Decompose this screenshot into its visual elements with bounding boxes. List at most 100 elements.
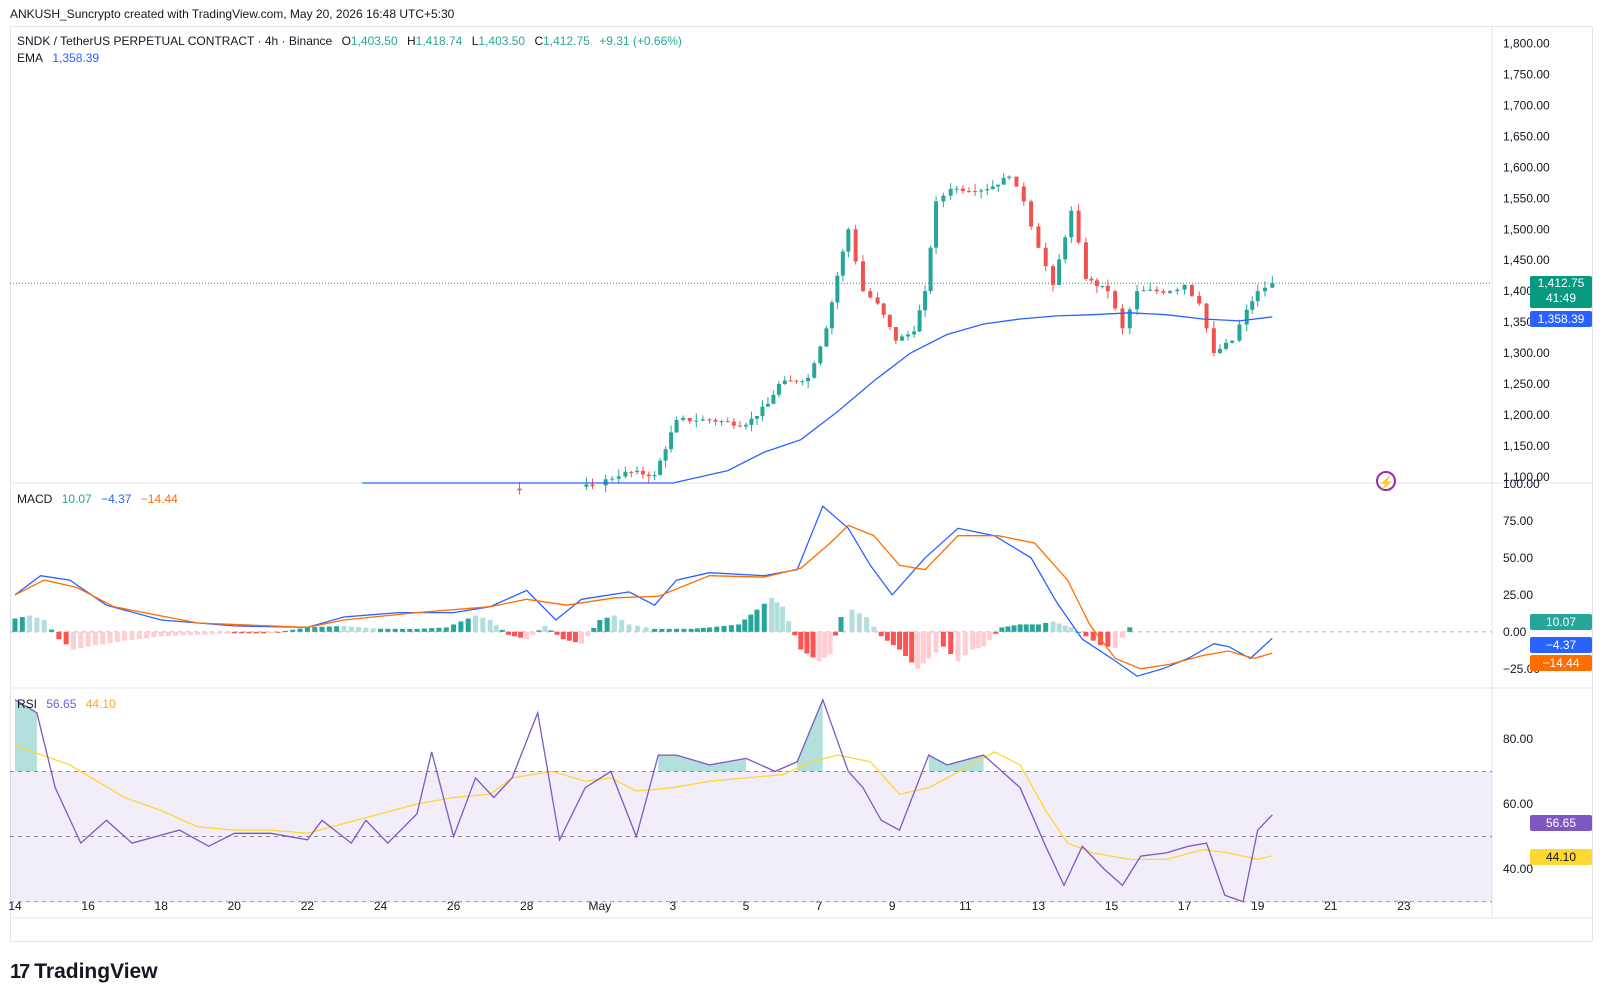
candle-body bbox=[737, 425, 742, 427]
candle-body bbox=[782, 380, 787, 384]
candle-body bbox=[1189, 284, 1194, 296]
candle-body bbox=[1021, 186, 1026, 202]
macd-histogram-bar bbox=[728, 625, 734, 632]
macd-histogram-bar bbox=[41, 620, 47, 632]
macd-histogram-bar bbox=[1068, 627, 1074, 632]
ema-value: 1,358.39 bbox=[52, 51, 100, 65]
macd-histogram-bar bbox=[480, 617, 486, 632]
macd-histogram-bar bbox=[940, 631, 946, 647]
macd-histogram-bar bbox=[1062, 625, 1068, 632]
symbol-title[interactable]: SNDK / TetherUS PERPETUAL CONTRACT · 4h … bbox=[17, 34, 333, 48]
macd-histogram-bar bbox=[742, 619, 748, 632]
macd-histogram-bar bbox=[239, 631, 245, 634]
macd-histogram-bar bbox=[100, 631, 106, 645]
macd-histogram-bar bbox=[326, 626, 332, 632]
macd-histogram-bar bbox=[1050, 621, 1056, 632]
high-value: 1,418.74 bbox=[415, 34, 463, 48]
macd-histogram-bar bbox=[804, 631, 810, 654]
candle-body bbox=[996, 184, 1001, 187]
candle-body bbox=[1069, 210, 1074, 238]
price-axis-tick-label: 1,550.00 bbox=[1503, 191, 1550, 205]
macd-histogram-bar bbox=[635, 625, 641, 632]
candle-body bbox=[840, 251, 845, 276]
candle-body bbox=[1270, 283, 1275, 288]
macd-value: −4.37 bbox=[101, 492, 132, 506]
rsi-tag: 56.65 bbox=[1530, 815, 1592, 831]
candle-body bbox=[1230, 340, 1235, 343]
macd-histogram-bar bbox=[63, 631, 69, 645]
macd-histogram-bar bbox=[611, 615, 617, 632]
rsi-legend[interactable]: RSI 56.65 44.10 bbox=[17, 697, 122, 711]
macd-histogram-bar bbox=[173, 631, 179, 636]
candle-body bbox=[928, 247, 933, 292]
macd-histogram-bar bbox=[987, 631, 993, 641]
candle-body bbox=[973, 191, 978, 193]
ema-legend[interactable]: EMA 1,358.39 bbox=[17, 51, 105, 65]
macd-hist-tag: 10.07 bbox=[1530, 614, 1592, 630]
brand-name: TradingView bbox=[34, 960, 158, 983]
time-axis-tick-label: 22 bbox=[301, 899, 315, 913]
macd-histogram-bar bbox=[1083, 631, 1089, 637]
macd-histogram-bar bbox=[92, 631, 98, 646]
candle-body bbox=[1094, 280, 1099, 287]
macd-histogram-bar bbox=[903, 631, 909, 656]
macd-histogram-bar bbox=[975, 631, 981, 649]
macd-histogram-bar bbox=[643, 627, 649, 632]
rsi-value: 56.65 bbox=[46, 697, 77, 711]
candle-body bbox=[893, 327, 898, 341]
macd-histogram-bar bbox=[706, 627, 712, 632]
candle-body bbox=[941, 195, 946, 202]
candle-body bbox=[1154, 289, 1159, 292]
candle-body bbox=[1255, 291, 1260, 302]
low-label: L bbox=[471, 34, 479, 48]
candle-body bbox=[694, 420, 699, 422]
candle-body bbox=[603, 479, 608, 486]
macd-histogram-bar bbox=[499, 629, 505, 632]
candle-body bbox=[1057, 259, 1062, 285]
macd-histogram-bar bbox=[290, 629, 296, 632]
candle-body bbox=[1182, 284, 1187, 290]
candle-body bbox=[846, 229, 851, 252]
candle-body bbox=[765, 403, 770, 407]
macd-histogram-bar bbox=[136, 631, 142, 639]
macd-histogram-bar bbox=[78, 631, 84, 649]
tradingview-logo[interactable]: 17 TradingView bbox=[10, 960, 158, 984]
macd-signal-tag: −14.44 bbox=[1530, 655, 1592, 671]
macd-histogram-bar bbox=[1023, 624, 1029, 632]
macd-histogram-bar bbox=[604, 617, 610, 632]
price-axis-tick-label: 1,650.00 bbox=[1503, 129, 1550, 143]
candle-body bbox=[623, 471, 628, 477]
macd-histogram-bar bbox=[548, 630, 554, 632]
macd-histogram-bar bbox=[166, 631, 172, 636]
time-axis-tick-label: 11 bbox=[959, 899, 972, 913]
candle-body bbox=[771, 394, 776, 404]
macd-histogram-bar bbox=[451, 624, 457, 632]
macd-histogram-bar bbox=[1005, 626, 1011, 632]
price-axis-tick-label: 1,100.00 bbox=[1503, 470, 1550, 484]
candle-body bbox=[700, 419, 705, 421]
macd-signal-value: −14.44 bbox=[140, 492, 178, 506]
macd-histogram-bar bbox=[356, 627, 362, 632]
chart-credit: ANKUSH_Suncrypto created with TradingVie… bbox=[10, 7, 455, 21]
macd-histogram-bar bbox=[414, 628, 420, 632]
time-axis-tick-label: 20 bbox=[228, 899, 242, 913]
macd-label: MACD bbox=[17, 492, 53, 506]
macd-histogram-bar bbox=[798, 631, 804, 650]
candle-body bbox=[713, 419, 718, 422]
candle-body bbox=[887, 314, 892, 328]
macd-histogram-bar bbox=[341, 625, 347, 632]
ohlc-low: L1,403.50 bbox=[472, 34, 525, 48]
candle-body bbox=[788, 380, 793, 382]
macd-histogram-bar bbox=[626, 624, 632, 632]
macd-legend[interactable]: MACD 10.07 −4.37 −14.44 bbox=[17, 492, 184, 506]
candle-body bbox=[899, 336, 904, 341]
macd-histogram-bar bbox=[714, 626, 720, 632]
lightning-icon[interactable]: ⚡ bbox=[1376, 471, 1396, 491]
tv-logo-icon: 17 bbox=[10, 960, 30, 983]
macd-histogram-bar bbox=[151, 631, 157, 638]
rsi-ma-tag: 44.10 bbox=[1530, 849, 1592, 865]
candle-body bbox=[1051, 266, 1056, 285]
macd-histogram-bar bbox=[319, 626, 325, 632]
macd-histogram-bar bbox=[505, 631, 511, 635]
